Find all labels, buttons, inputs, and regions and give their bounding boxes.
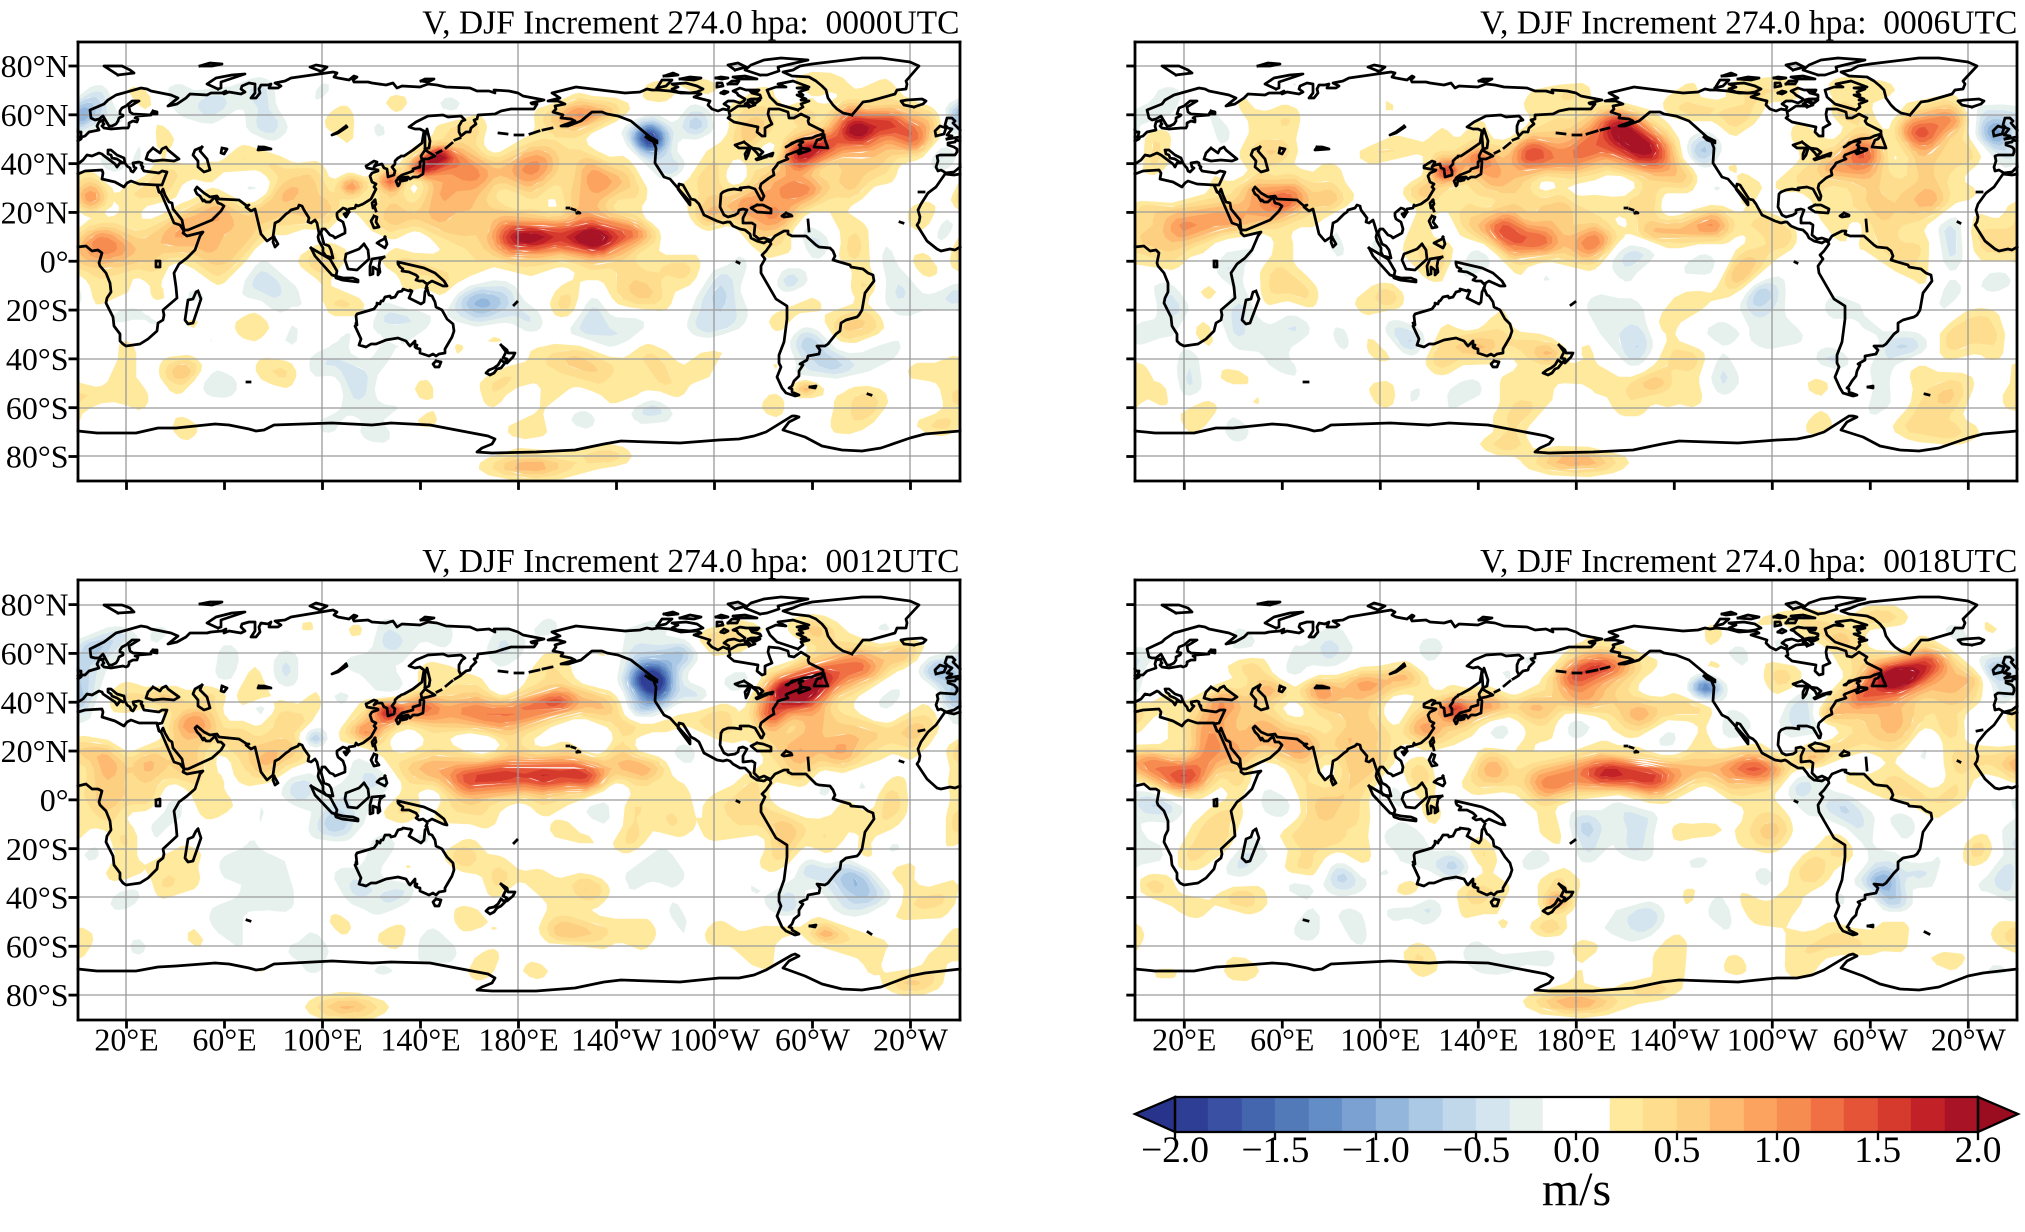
svg-text:60°S: 60°S [6, 390, 69, 426]
svg-text:80°S: 80°S [6, 977, 69, 1013]
svg-text:60°E: 60°E [1250, 1022, 1314, 1058]
svg-text:V, DJF Increment 274.0 hpa: 0: V, DJF Increment 274.0 hpa: 0012UTC [422, 543, 959, 580]
svg-text:20°W: 20°W [873, 1022, 949, 1058]
svg-text:20°E: 20°E [1152, 1022, 1216, 1058]
svg-text:40°N: 40°N [1, 146, 69, 182]
svg-text:80°N: 80°N [1, 48, 69, 84]
svg-text:V, DJF Increment 274.0 hpa: 0: V, DJF Increment 274.0 hpa: 0018UTC [1480, 543, 2017, 580]
svg-text:60°N: 60°N [1, 97, 69, 133]
svg-text:20°N: 20°N [1, 733, 69, 769]
svg-text:180°E: 180°E [1536, 1022, 1616, 1058]
svg-text:0°: 0° [40, 782, 69, 818]
svg-text:140°E: 140°E [1438, 1022, 1518, 1058]
svg-text:80°N: 80°N [1, 587, 69, 623]
svg-text:0°: 0° [40, 243, 69, 279]
svg-text:80°S: 80°S [6, 439, 69, 475]
svg-text:60°W: 60°W [1833, 1022, 1909, 1058]
svg-text:60°N: 60°N [1, 636, 69, 672]
svg-text:60°W: 60°W [775, 1022, 851, 1058]
svg-text:100°W: 100°W [669, 1022, 761, 1058]
svg-text:140°E: 140°E [380, 1022, 460, 1058]
svg-text:20°W: 20°W [1931, 1022, 2007, 1058]
svg-text:V, DJF Increment 274.0 hpa: 0: V, DJF Increment 274.0 hpa: 0006UTC [1480, 5, 2017, 42]
svg-text:m/s: m/s [1542, 1163, 1611, 1216]
svg-text:40°N: 40°N [1, 684, 69, 720]
svg-text:V, DJF Increment 274.0 hpa: 0: V, DJF Increment 274.0 hpa: 0000UTC [422, 5, 959, 42]
svg-text:20°E: 20°E [94, 1022, 158, 1058]
svg-text:140°W: 140°W [571, 1022, 663, 1058]
svg-text:100°E: 100°E [1340, 1022, 1420, 1058]
svg-text:180°E: 180°E [478, 1022, 558, 1058]
svg-text:100°W: 100°W [1727, 1022, 1819, 1058]
svg-text:60°E: 60°E [192, 1022, 256, 1058]
svg-text:40°S: 40°S [6, 880, 69, 916]
svg-text:60°S: 60°S [6, 928, 69, 964]
svg-text:140°W: 140°W [1629, 1022, 1721, 1058]
svg-text:40°S: 40°S [6, 341, 69, 377]
svg-text:20°S: 20°S [6, 292, 69, 328]
svg-text:100°E: 100°E [282, 1022, 362, 1058]
svg-text:20°S: 20°S [6, 831, 69, 867]
svg-text:20°N: 20°N [1, 195, 69, 231]
